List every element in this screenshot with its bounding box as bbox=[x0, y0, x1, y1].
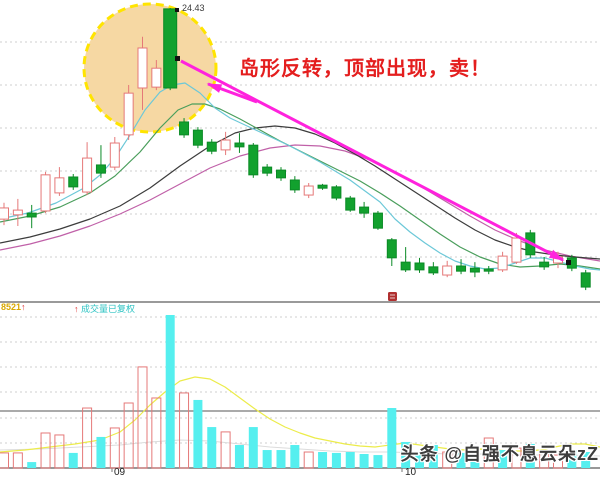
watermark: 头条 @自强不息云朵zZ bbox=[400, 444, 599, 464]
volume-scale-label: 8521↑ bbox=[1, 302, 26, 312]
up-arrow-icon: ↑ bbox=[74, 304, 79, 314]
volume-legend: ↑ 成交量已复权 bbox=[74, 302, 135, 315]
x-axis-label-month: 09 bbox=[114, 467, 126, 477]
volume-legend-text: 成交量已复权 bbox=[81, 304, 136, 314]
island-reversal-annotation: 岛形反转，顶部出现，卖！ bbox=[239, 58, 491, 80]
peak-price-label: 24.43 bbox=[182, 3, 205, 13]
volume-scale-value: 8521 bbox=[1, 302, 22, 312]
x-axis-label-month: 10 bbox=[405, 467, 417, 477]
up-arrow-icon: ↑ bbox=[21, 302, 26, 312]
